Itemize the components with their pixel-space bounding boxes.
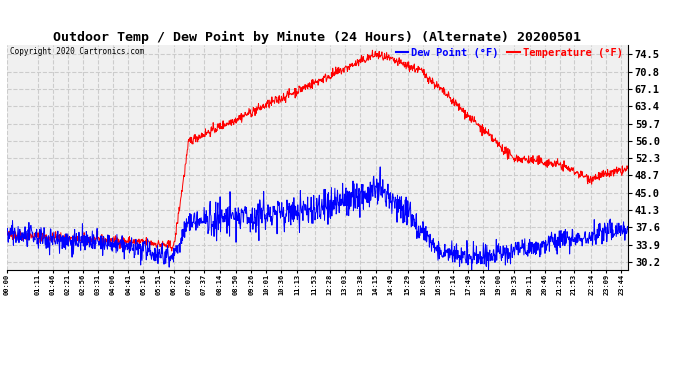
Title: Outdoor Temp / Dew Point by Minute (24 Hours) (Alternate) 20200501: Outdoor Temp / Dew Point by Minute (24 H… [53,31,582,44]
Text: Copyright 2020 Cartronics.com: Copyright 2020 Cartronics.com [10,47,144,56]
Legend: Dew Point (°F), Temperature (°F): Dew Point (°F), Temperature (°F) [395,48,622,58]
